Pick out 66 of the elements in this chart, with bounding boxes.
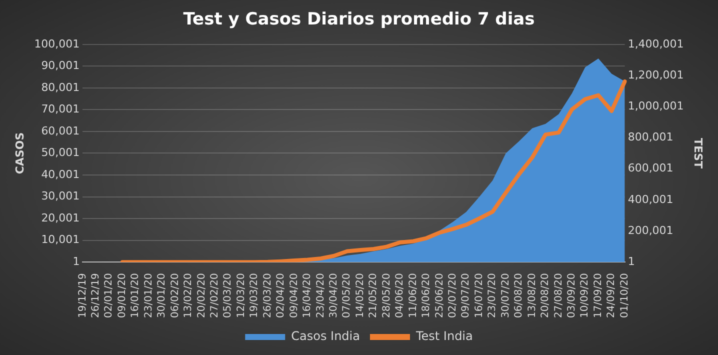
y-tick-label: 10,001: [41, 233, 80, 246]
x-tick-label: 06/02/20: [170, 273, 181, 318]
x-tick-label: 20/02/20: [196, 273, 208, 318]
y2-tick-label: 1,000,001: [628, 99, 684, 112]
x-tick-label: 10/09/20: [580, 273, 591, 318]
x-tick-label: 27/02/20: [210, 273, 221, 318]
y-tick-label: 1: [72, 254, 80, 268]
x-tick-label: 25/06/20: [434, 273, 446, 318]
x-tick-label: 21/05/20: [368, 273, 380, 318]
x-tick-label: 26/03/20: [262, 273, 274, 318]
x-tick-label: 18/06/20: [421, 273, 432, 318]
x-tick-label: 24/09/20: [606, 273, 618, 318]
chart-title: Test y Casos Diarios promedio 7 dias: [183, 10, 535, 30]
y2-tick-label: 600,001: [628, 162, 674, 175]
y-axis-title: CASOS: [13, 132, 26, 174]
x-tick-label: 07/05/20: [342, 273, 353, 318]
x-tick-label: 11/06/20: [408, 273, 419, 318]
x-tick-label: 14/05/20: [354, 273, 366, 318]
x-tick-label: 09/07/20: [460, 273, 472, 318]
x-tick-label: 02/07/20: [448, 273, 459, 318]
x-tick-label: 02/04/20: [276, 273, 287, 318]
x-tick-label: 05/03/20: [222, 273, 234, 318]
y-tick-label: 60,001: [41, 124, 80, 138]
legend-label: Test India: [414, 329, 473, 344]
x-tick-label: 23/01/20: [143, 273, 154, 318]
x-tick-label: 06/08/20: [514, 273, 525, 318]
x-tick-label: 17/09/20: [592, 273, 604, 318]
y2-tick-label: 400,001: [628, 192, 674, 206]
y-tick-label: 40,001: [41, 168, 80, 181]
x-tick-label: 28/05/20: [381, 273, 392, 318]
x-tick-label: 19/03/20: [249, 273, 260, 318]
x-tick-label: 20/08/20: [540, 273, 552, 318]
x-tick-label: 12/03/20: [236, 273, 247, 318]
y2-tick-label: 200,001: [628, 224, 674, 237]
x-tick-label: 30/04/20: [328, 273, 340, 318]
y2-axis-title: TEST: [692, 138, 705, 169]
y-tick-label: 30,001: [41, 190, 80, 203]
x-tick-label: 09/04/20: [288, 273, 300, 318]
x-tick-label: 23/04/20: [315, 273, 326, 318]
x-tick-label: 04/06/20: [394, 273, 406, 318]
y-tick-label: 100,001: [34, 37, 80, 50]
x-tick-label: 30/07/20: [500, 273, 512, 318]
x-tick-label: 27/08/20: [553, 273, 564, 318]
x-tick-label: 16/07/20: [474, 273, 485, 318]
x-tick-label: 02/01/20: [104, 273, 115, 318]
y2-tick-label: 1: [628, 254, 635, 268]
y2-tick-label: 1,400,001: [628, 37, 684, 50]
y-tick-label: 90,001: [41, 59, 80, 72]
x-tick-label: 26/12/19: [90, 273, 102, 318]
x-tick-label: 19/12/19: [77, 273, 88, 318]
x-tick-label: 09/01/20: [116, 273, 128, 318]
x-tick-label: 16/01/20: [130, 273, 142, 318]
y-tick-label: 20,001: [41, 211, 80, 224]
x-tick-label: 03/09/20: [566, 273, 578, 318]
y-tick-label: 50,001: [41, 146, 80, 160]
x-tick-label: 23/07/20: [487, 273, 498, 318]
y-tick-label: 80,001: [41, 80, 80, 94]
x-tick-label: 30/01/20: [156, 273, 168, 318]
y-tick-label: 70,001: [41, 102, 80, 116]
y2-tick-label: 800,001: [628, 130, 674, 144]
legend-label: Casos India: [291, 329, 360, 344]
y2-tick-label: 1,200,001: [628, 68, 684, 82]
x-tick-label: 16/04/20: [302, 273, 314, 318]
x-tick-label: 13/02/20: [183, 273, 194, 318]
x-tick-label: 13/08/20: [526, 273, 538, 318]
x-tick-label: 01/10/20: [619, 273, 630, 318]
